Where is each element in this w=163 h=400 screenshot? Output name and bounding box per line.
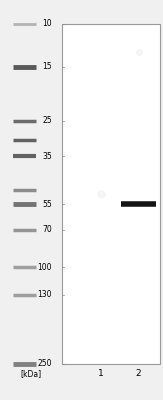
FancyBboxPatch shape: [62, 24, 160, 364]
Text: [kDa]: [kDa]: [20, 370, 42, 378]
Text: 250: 250: [38, 360, 52, 368]
Text: 1: 1: [98, 370, 104, 378]
Text: 2: 2: [136, 370, 141, 378]
Text: 15: 15: [43, 62, 52, 71]
Text: 25: 25: [43, 116, 52, 125]
Text: 100: 100: [38, 263, 52, 272]
Text: 70: 70: [42, 225, 52, 234]
Text: 35: 35: [42, 152, 52, 161]
Text: 130: 130: [38, 290, 52, 300]
Text: 55: 55: [42, 200, 52, 208]
Text: 10: 10: [43, 20, 52, 28]
